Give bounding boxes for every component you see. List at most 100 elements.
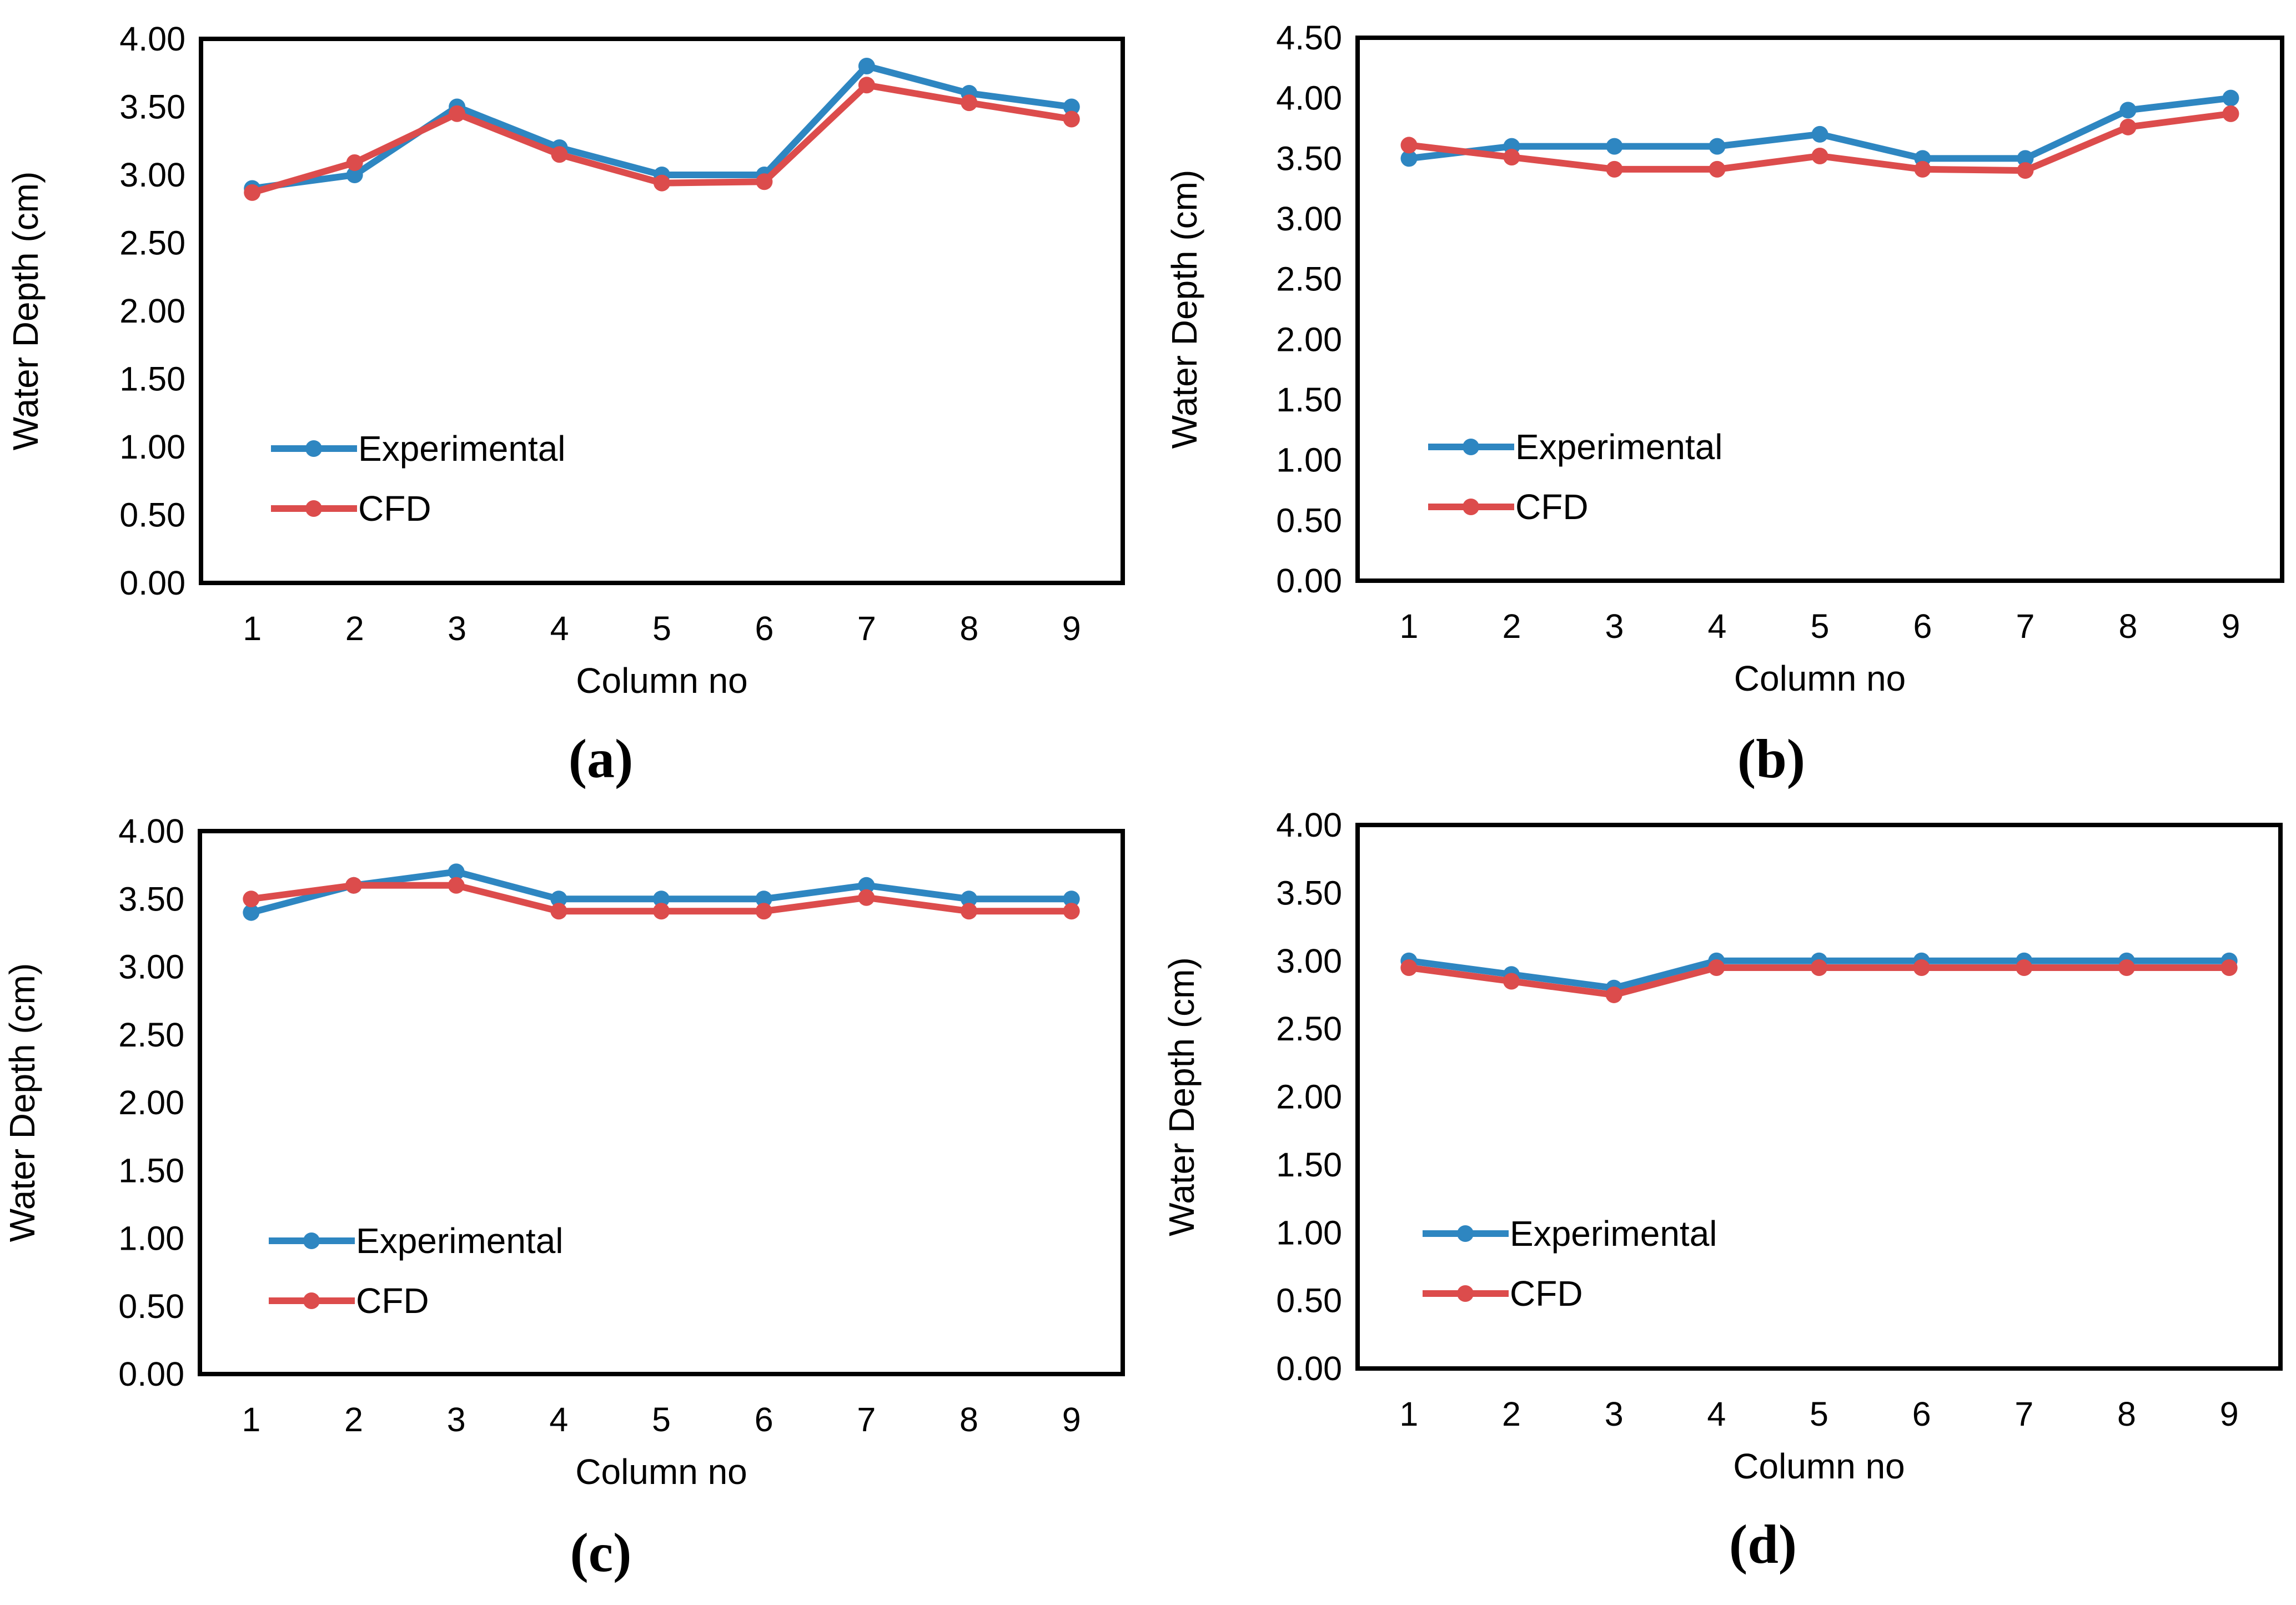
data-point-cfd	[243, 890, 260, 908]
data-point-cfd	[1605, 986, 1622, 1003]
y-tick-label: 2.00	[1276, 320, 1342, 358]
y-tick-label: 4.00	[119, 20, 185, 58]
data-point-cfd	[756, 173, 773, 190]
data-point-cfd	[2118, 959, 2135, 976]
x-tick-label: 2	[345, 610, 364, 647]
data-point-cfd	[1503, 973, 1520, 990]
x-tick-label: 2	[1503, 607, 1521, 645]
x-tick-label: 4	[550, 610, 569, 647]
data-point-cfd	[1709, 160, 1726, 178]
legend-marker-cfd	[1463, 499, 1479, 515]
x-axis-title: Column no	[575, 1452, 747, 1492]
legend-label-cfd: CFD	[356, 1281, 429, 1321]
data-point-cfd	[654, 174, 670, 192]
data-point-experimental	[243, 904, 260, 921]
x-tick-label: 9	[1062, 1401, 1081, 1438]
y-axis-title: Water Depth (cm)	[6, 172, 46, 451]
data-point-cfd	[550, 903, 567, 920]
data-point-cfd	[2220, 959, 2238, 976]
x-axis-title: Column no	[1733, 1446, 1905, 1486]
x-tick-label: 8	[959, 610, 978, 647]
data-point-cfd	[1400, 959, 1418, 976]
data-point-cfd	[858, 77, 875, 94]
legend-marker-cfd	[1457, 1285, 1474, 1302]
x-tick-label: 6	[755, 1401, 773, 1438]
x-tick-label: 7	[857, 610, 876, 647]
x-tick-label: 9	[1062, 610, 1081, 647]
x-tick-label: 4	[1707, 1395, 1726, 1433]
x-tick-label: 3	[1605, 1395, 1624, 1433]
chart-panel-4: 0.00 0.50 1.00 1.50 2.00 2.50 3.00 3.50 4.00 1 2 3 4…	[1162, 806, 2283, 1575]
legend-label-cfd: CFD	[358, 489, 431, 529]
x-tick-label: 3	[448, 610, 466, 647]
y-tick-label: 1.50	[1276, 1146, 1342, 1184]
y-tick-label: 2.50	[118, 1016, 184, 1054]
data-point-cfd	[1811, 959, 1827, 976]
x-tick-label: 7	[2014, 1395, 2033, 1433]
chart-panel-3: 0.00 0.50 1.00 1.50 2.00 2.50 3.00 3.50 4.00 1 2 3 4…	[2, 812, 1125, 1583]
data-point-cfd	[551, 146, 568, 163]
data-point-cfd	[1063, 903, 1080, 920]
x-tick-label: 9	[2220, 1395, 2239, 1433]
y-tick-label: 3.50	[1276, 874, 1342, 912]
plot-frame	[1355, 823, 2283, 1371]
legend-marker-cfd	[303, 1292, 320, 1309]
y-tick-label: 0.00	[1276, 1350, 1342, 1387]
chart-panel-1: 0.00 0.50 1.00 1.50 2.00 2.50 3.00 3.50 4.00 1 2 3 4…	[6, 20, 1125, 789]
plot-frame	[1355, 36, 2284, 583]
x-tick-label: 5	[1811, 607, 1830, 645]
legend-marker-experimental	[303, 1232, 320, 1249]
data-point-cfd	[1606, 160, 1623, 178]
x-tick-label: 5	[652, 610, 671, 647]
y-axis-title: Water Depth (cm)	[1162, 957, 1202, 1236]
x-tick-label: 5	[1810, 1395, 1828, 1433]
data-point-cfd	[449, 105, 466, 122]
legend-marker-experimental	[1463, 439, 1479, 455]
y-tick-label: 0.50	[118, 1287, 184, 1325]
y-tick-label: 3.50	[119, 88, 185, 126]
y-tick-label: 2.00	[1276, 1078, 1342, 1116]
y-tick-label: 2.00	[118, 1084, 184, 1121]
data-point-experimental	[2119, 102, 2137, 119]
x-tick-label: 8	[959, 1401, 978, 1438]
data-point-experimental	[1606, 138, 1623, 155]
legend-label-experimental: Experimental	[1515, 427, 1723, 467]
legend-label-experimental: Experimental	[358, 429, 566, 469]
y-tick-label: 1.50	[119, 360, 185, 398]
y-tick-label: 4.00	[1276, 806, 1342, 844]
y-tick-label: 3.00	[1276, 200, 1342, 238]
data-point-experimental	[1400, 150, 1418, 167]
x-tick-label: 3	[447, 1401, 466, 1438]
data-point-cfd	[653, 903, 670, 920]
data-point-cfd	[858, 889, 875, 906]
y-tick-label: 1.00	[118, 1220, 184, 1257]
data-point-cfd	[1708, 959, 1725, 976]
y-tick-label: 1.00	[1276, 1214, 1342, 1251]
data-point-experimental	[1063, 98, 1080, 115]
data-point-cfd	[2016, 959, 2033, 976]
y-tick-label: 1.50	[118, 1151, 184, 1189]
data-point-cfd	[1503, 149, 1520, 166]
y-axis-title: Water Depth (cm)	[2, 963, 42, 1242]
y-tick-label: 3.00	[118, 948, 184, 986]
y-tick-label: 4.00	[118, 812, 184, 850]
data-point-cfd	[2017, 162, 2034, 179]
data-point-experimental	[1811, 125, 1828, 143]
plot-frame	[199, 37, 1125, 585]
data-point-experimental	[858, 58, 875, 74]
x-tick-label: 4	[549, 1401, 568, 1438]
y-tick-label: 3.50	[1276, 139, 1342, 177]
x-tick-label: 1	[242, 1401, 260, 1438]
data-point-cfd	[346, 154, 363, 171]
data-point-experimental	[858, 877, 875, 894]
y-tick-label: 0.50	[1276, 501, 1342, 539]
plot-frame	[198, 829, 1125, 1376]
y-tick-label: 0.50	[119, 496, 185, 534]
x-tick-label: 7	[2016, 607, 2035, 645]
y-tick-label: 1.50	[1276, 381, 1342, 419]
y-tick-label: 2.50	[119, 224, 185, 262]
x-tick-label: 1	[1399, 1395, 1418, 1433]
y-tick-label: 4.50	[1276, 19, 1342, 57]
x-axis-title: Column no	[576, 661, 748, 701]
data-point-experimental	[2222, 89, 2239, 107]
